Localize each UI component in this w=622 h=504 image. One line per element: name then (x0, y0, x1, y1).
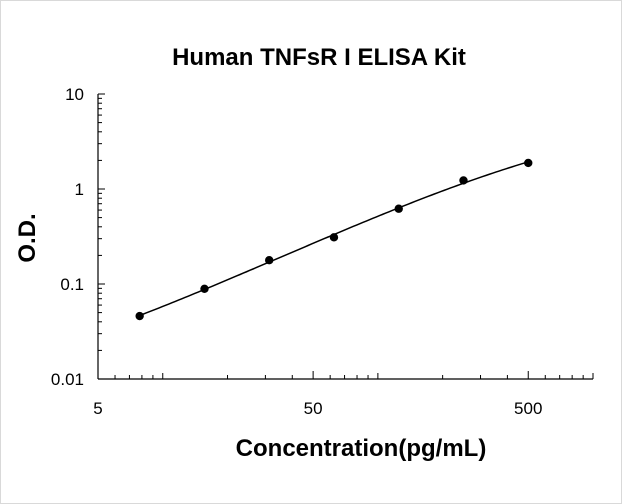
x-tick-label: 50 (304, 399, 323, 418)
data-point (329, 233, 339, 242)
data-point (265, 256, 274, 265)
y-tick-label: 1 (75, 180, 84, 199)
y-axis-label: O.D. (14, 213, 41, 262)
x-axis-label: Concentration(pg/mL) (236, 435, 487, 462)
chart-title: Human TNFsR I ELISA Kit (172, 44, 466, 71)
ticks: 0.01 0.1 1 10 5 50 500 (51, 85, 594, 418)
data-point (394, 204, 403, 213)
y-tick-label: 10 (65, 85, 84, 104)
data-point (200, 284, 209, 294)
y-tick-label: 0.1 (60, 275, 84, 294)
data-point (135, 311, 144, 321)
y-tick-label: 0.01 (51, 370, 84, 389)
data-point (459, 176, 468, 185)
data-points-layer (135, 158, 533, 321)
x-tick-label: 5 (93, 399, 102, 418)
data-point (524, 158, 533, 168)
axes (97, 94, 593, 380)
x-tick-label: 500 (514, 399, 542, 418)
